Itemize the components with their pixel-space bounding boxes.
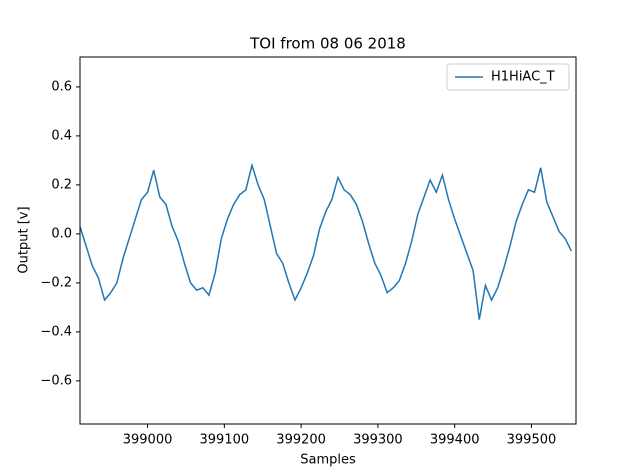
x-tick-label: 399300 bbox=[353, 433, 403, 448]
y-tick-label: 0.0 bbox=[51, 226, 72, 241]
y-tick-label: −0.2 bbox=[40, 275, 72, 290]
x-tick-label: 399100 bbox=[200, 433, 250, 448]
x-tick-label: 399400 bbox=[430, 433, 480, 448]
legend-label: H1HiAC_T bbox=[491, 70, 555, 85]
legend-box bbox=[446, 63, 570, 91]
x-tick-label: 399200 bbox=[276, 433, 326, 448]
y-axis-label: Output [v] bbox=[17, 206, 32, 273]
plot-frame bbox=[79, 56, 577, 425]
y-tick-label: 0.2 bbox=[51, 177, 72, 192]
y-tick-label: −0.6 bbox=[40, 373, 72, 388]
y-tick-label: 0.4 bbox=[51, 128, 72, 143]
x-tick-label: 399500 bbox=[507, 433, 557, 448]
x-axis-label: Samples bbox=[300, 453, 356, 468]
y-tick-label: 0.6 bbox=[51, 79, 72, 94]
x-tick-label: 399000 bbox=[123, 433, 173, 448]
chart-title: TOI from 08 06 2018 bbox=[249, 35, 406, 53]
series-line bbox=[80, 162, 573, 320]
y-tick-label: −0.4 bbox=[40, 324, 72, 339]
